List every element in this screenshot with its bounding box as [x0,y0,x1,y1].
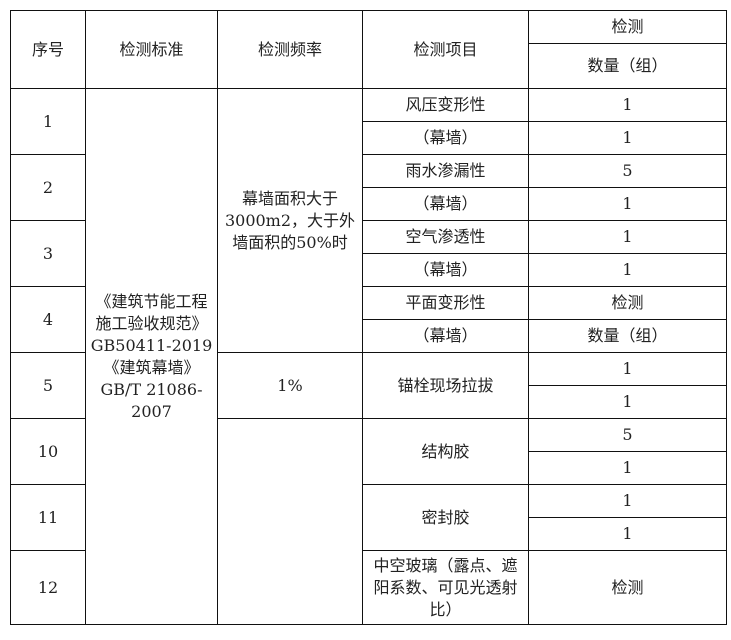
count-cell: 1 [528,121,727,155]
table-row: 10 结构胶 5 [10,418,727,625]
table-row: 12 中空玻璃（露点、遮阳系数、可见光透射比） 检测 [10,550,727,625]
count-cell: 检测 [528,550,727,625]
count-cell: 1 [528,88,727,122]
table-row: 3 空气渗透性 1 [10,220,727,287]
seq-cell: 2 [10,154,86,221]
header-frequency: 检测频率 [217,10,363,89]
count-cell: 5 [528,418,727,452]
seq-cell: 5 [10,352,86,419]
item-cell: 中空玻璃（露点、遮阳系数、可见光透射比） [362,550,529,625]
header-item: 检测项目 [362,10,529,89]
count-cell: 检测 [528,286,727,320]
item-cell: （幕墙） [362,319,529,353]
seq-cell: 1 [10,88,86,155]
table-row: 1 《建筑节能工程施工验收规范》GB50411-2019《建筑幕墙》GB/T 2… [10,88,727,625]
seq-cell: 11 [10,484,86,551]
seq-cell: 10 [10,418,86,485]
count-cell: 1 [528,253,727,287]
count-cell: 1 [528,484,727,518]
header-count-line1: 检测 [528,10,727,44]
item-cell: 雨水渗漏性 [362,154,529,188]
table-row: 5 1% 锚栓现场拉拔 1 [10,352,727,419]
item-cell: 结构胶 [362,418,529,485]
count-cell: 1 [528,517,727,551]
header-seq: 序号 [10,10,86,89]
standard-cell: 《建筑节能工程施工验收规范》GB50411-2019《建筑幕墙》GB/T 210… [85,88,218,625]
count-cell: 1 [528,352,727,386]
header-row: 序号 检测标准 检测频率 检测项目 检测 [10,10,727,89]
item-cell: （幕墙） [362,187,529,221]
seq-cell: 3 [10,220,86,287]
count-cell: 1 [528,187,727,221]
item-cell: 风压变形性 [362,88,529,122]
item-cell: 锚栓现场拉拔 [362,352,529,419]
count-cell: 数量（组） [528,319,727,353]
frequency-cell: 1% [217,352,363,419]
item-cell: （幕墙） [362,253,529,287]
inspection-table: 序号 检测标准 检测频率 检测项目 检测 数量（组） 1 《建筑节能工程施工验收… [10,10,727,625]
seq-cell: 4 [10,286,86,353]
table-row: 2 雨水渗漏性 5 [10,154,727,221]
item-cell: 空气渗透性 [362,220,529,254]
seq-cell: 12 [10,550,86,625]
item-cell: （幕墙） [362,121,529,155]
item-cell: 密封胶 [362,484,529,551]
count-cell: 1 [528,451,727,485]
table-row: 11 密封胶 1 [10,484,727,551]
item-cell: 平面变形性 [362,286,529,320]
frequency-cell: 幕墙面积大于3000m2，大于外墙面积的50%时 [217,88,363,353]
count-cell: 1 [528,220,727,254]
header-count-line2: 数量（组） [528,43,727,89]
header-standard: 检测标准 [85,10,218,89]
count-cell: 1 [528,385,727,419]
count-cell: 5 [528,154,727,188]
table-row: 4 平面变形性 检测 [10,286,727,353]
frequency-cell [217,418,363,625]
